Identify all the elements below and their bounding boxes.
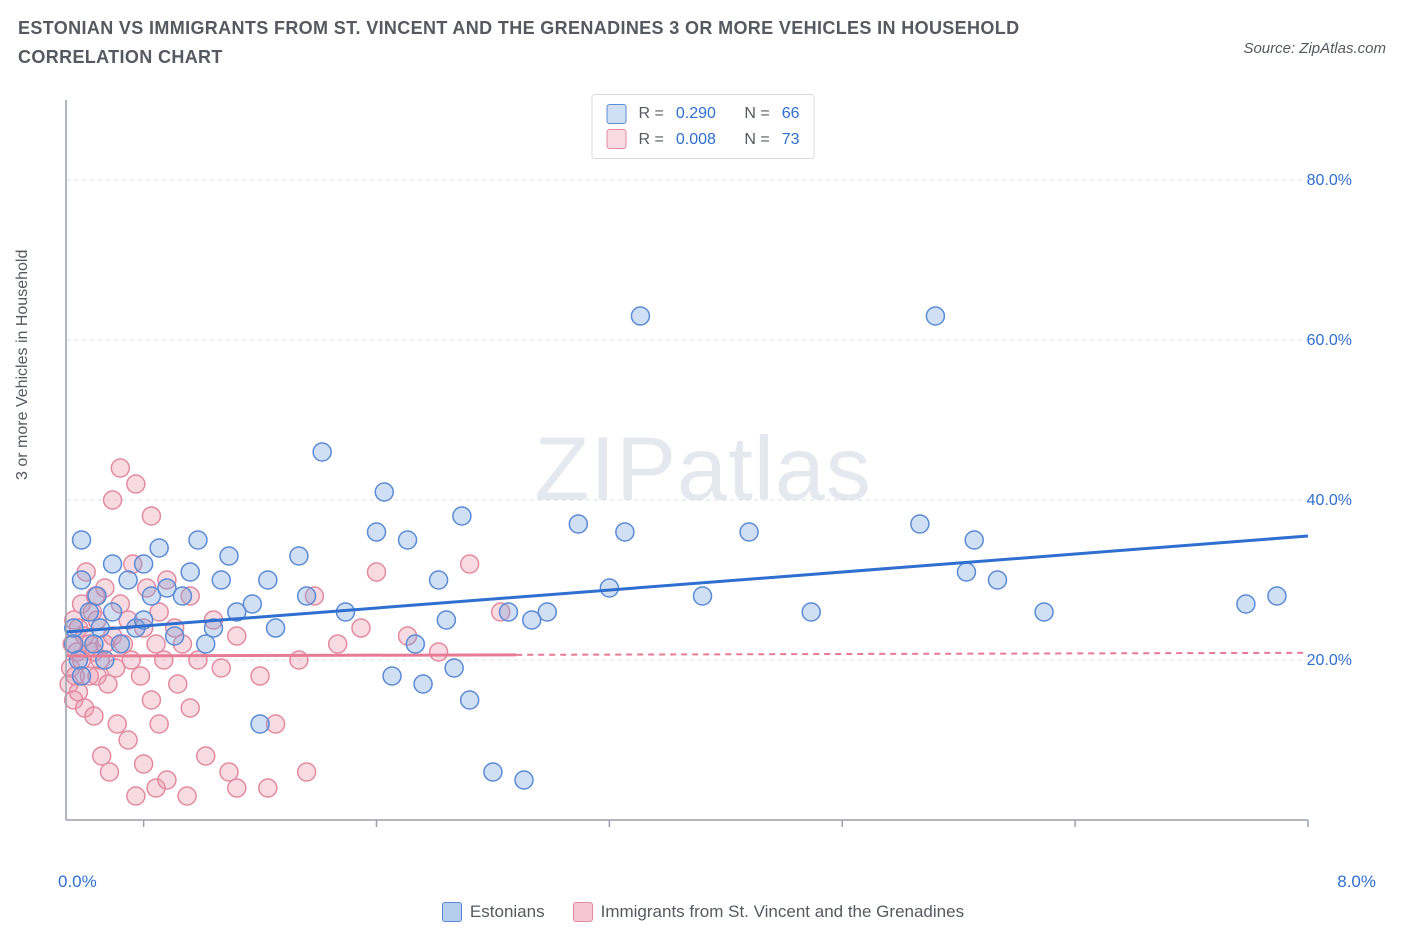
chart-title: ESTONIAN VS IMMIGRANTS FROM ST. VINCENT … xyxy=(18,14,1118,72)
svg-text:20.0%: 20.0% xyxy=(1307,652,1352,669)
stats-row-estonians: R = 0.290 N = 66 xyxy=(607,101,800,127)
swatch-estonians xyxy=(607,104,627,124)
legend-label: Estonians xyxy=(470,902,545,922)
svg-text:80.0%: 80.0% xyxy=(1307,172,1352,189)
y-axis-label: 3 or more Vehicles in Household xyxy=(14,250,32,480)
swatch-svg xyxy=(607,129,627,149)
legend-label: Immigrants from St. Vincent and the Gren… xyxy=(601,902,964,922)
legend-swatch-svg xyxy=(573,902,593,922)
legend-swatch-estonians xyxy=(442,902,462,922)
legend-item-estonians: Estonians xyxy=(442,902,545,922)
x-axis-end: 8.0% xyxy=(1337,872,1376,892)
x-axis-start: 0.0% xyxy=(58,872,97,892)
scatter-plot: ZIPatlas 20.0%40.0%60.0%80.0% xyxy=(48,90,1358,860)
svg-text:60.0%: 60.0% xyxy=(1307,332,1352,349)
plot-svg: 20.0% 40.0% 60.0% 80.0% xyxy=(48,90,1358,860)
source-label: Source: ZipAtlas.com xyxy=(1243,40,1386,57)
bottom-legend: Estonians Immigrants from St. Vincent an… xyxy=(0,902,1406,922)
stats-legend: R = 0.290 N = 66 R = 0.008 N = 73 xyxy=(592,94,815,159)
svg-text:40.0%: 40.0% xyxy=(1307,492,1352,509)
legend-item-svg: Immigrants from St. Vincent and the Gren… xyxy=(573,902,964,922)
stats-row-svg: R = 0.008 N = 73 xyxy=(607,127,800,153)
